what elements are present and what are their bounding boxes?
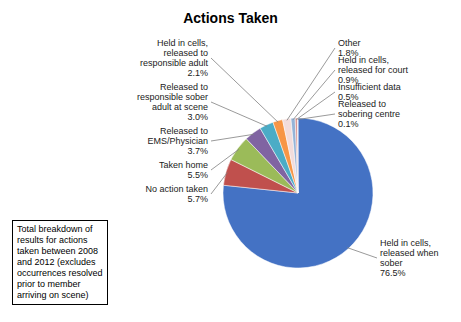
svg-text:Released tosobering centre0.1%: Released tosobering centre0.1% xyxy=(338,99,400,129)
svg-text:Held in cells,released whensob: Held in cells,released whensober76.5% xyxy=(380,238,439,278)
svg-text:Taken home5.5%: Taken home5.5% xyxy=(159,160,208,180)
svg-text:Released toresponsible soberad: Released toresponsible soberadult at sce… xyxy=(137,82,208,122)
html-text:Total breakdown of results for: Total breakdown of results for actions t… xyxy=(17,224,103,300)
html-text:1.8%: 1.8% xyxy=(338,48,359,58)
html-text:Insufficient data: Insufficient data xyxy=(338,82,401,92)
html-text:Other: Other xyxy=(338,38,361,48)
html-text:0.5%: 0.5% xyxy=(338,92,359,102)
svg-text:Released toEMS/Physician3.7%: Released toEMS/Physician3.7% xyxy=(147,126,208,156)
svg-text:Held in cells,released for cou: Held in cells,released for court0.9% xyxy=(338,55,409,85)
html-text:Actions Taken: Actions Taken xyxy=(183,10,278,26)
svg-text:Held in cells,released torespo: Held in cells,released toresponsible adu… xyxy=(140,38,209,78)
svg-text:No action taken5.7%: No action taken5.7% xyxy=(145,184,208,204)
